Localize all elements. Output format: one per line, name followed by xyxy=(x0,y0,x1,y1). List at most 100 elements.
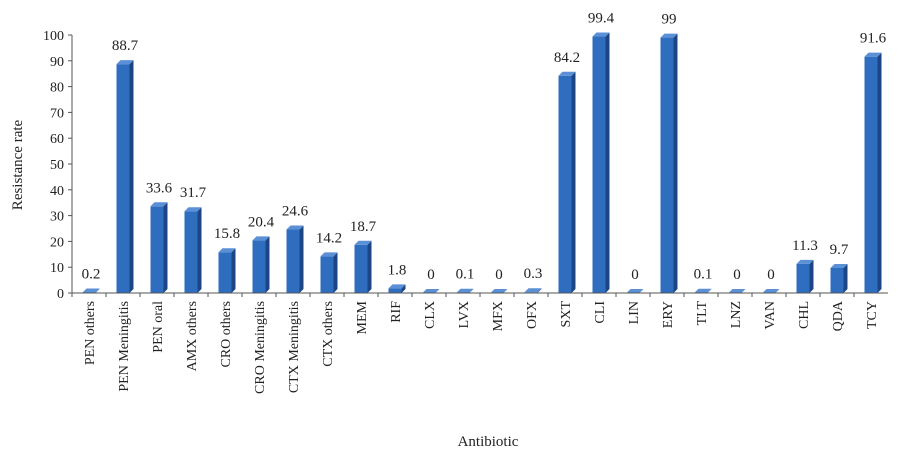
x-tick-label: OFX xyxy=(525,301,540,329)
bar xyxy=(831,264,848,293)
bar-top xyxy=(763,289,780,293)
bar-side xyxy=(300,226,304,293)
x-tick-label: AMX others xyxy=(185,301,200,371)
bar-front xyxy=(321,256,334,293)
bar-side xyxy=(198,207,202,293)
bar-front xyxy=(151,206,164,293)
bar xyxy=(525,288,542,293)
x-tick-label: CLX xyxy=(423,301,438,329)
bar xyxy=(457,289,474,293)
bar xyxy=(253,236,270,293)
x-tick-label: PEN oral xyxy=(151,301,166,353)
x-tick-label: CTX Meningitis xyxy=(287,301,302,393)
x-tick-label: CRO Meningitis xyxy=(253,301,268,394)
data-label: 0 xyxy=(733,267,741,283)
data-label: 15.8 xyxy=(214,226,240,242)
bar xyxy=(83,288,100,293)
bar-side xyxy=(164,202,168,293)
bar xyxy=(389,284,406,293)
x-tick-label: LIN xyxy=(627,301,642,324)
y-tick-label: 100 xyxy=(43,29,64,44)
bar-top xyxy=(457,289,474,293)
data-label: 9.7 xyxy=(830,242,849,258)
x-tick-label: LVX xyxy=(457,301,472,329)
bar-top xyxy=(627,289,644,293)
bar-front xyxy=(355,245,368,293)
y-tick-label: 10 xyxy=(50,261,64,276)
x-tick-label: LNZ xyxy=(729,301,744,328)
x-tick-label: CTX others xyxy=(321,301,336,367)
bar xyxy=(423,289,440,293)
data-label: 20.4 xyxy=(248,214,275,230)
x-tick-label: CHL xyxy=(797,301,812,329)
x-tick-label: QDA xyxy=(831,300,846,331)
bar-side xyxy=(844,264,848,293)
x-tick-label: TLT xyxy=(695,301,710,326)
x-tick-label: TCY xyxy=(865,301,880,329)
bar-front xyxy=(593,37,606,293)
y-tick-label: 60 xyxy=(50,132,64,147)
bar-top xyxy=(491,289,508,293)
bar-front xyxy=(559,76,572,293)
data-label: 14.2 xyxy=(316,230,342,246)
y-axis-title: Resistance rate xyxy=(10,119,26,210)
bar-side xyxy=(334,252,338,293)
bar-side xyxy=(266,236,270,293)
data-label: 0 xyxy=(767,267,775,283)
x-tick-label: SXT xyxy=(559,301,574,328)
bar-side xyxy=(878,53,882,293)
data-label: 91.6 xyxy=(860,31,887,47)
x-tick-label: VAN xyxy=(763,301,778,330)
bar xyxy=(797,260,814,293)
bar xyxy=(695,289,712,293)
bar-top xyxy=(729,289,746,293)
bar xyxy=(185,207,202,293)
bar-top xyxy=(423,289,440,293)
data-label: 0 xyxy=(427,267,435,283)
x-tick-label: MEM xyxy=(355,300,370,334)
x-tick-label: ERY xyxy=(661,301,676,328)
data-label: 88.7 xyxy=(112,38,139,54)
data-label: 0 xyxy=(631,267,639,283)
bar-front xyxy=(253,240,266,293)
y-tick-label: 50 xyxy=(50,158,64,173)
x-tick-label: PEN others xyxy=(83,301,98,365)
bar xyxy=(593,33,610,293)
bar-front xyxy=(661,38,674,293)
data-label: 1.8 xyxy=(388,262,407,278)
bar xyxy=(763,289,780,293)
data-label: 24.6 xyxy=(282,204,309,220)
data-label: 31.7 xyxy=(180,185,207,201)
bar xyxy=(219,248,236,293)
x-axis: PEN others PEN Meningitis PEN oral AMX othe… xyxy=(72,293,888,394)
data-label: 0.2 xyxy=(82,266,101,282)
y-tick-label: 20 xyxy=(50,235,64,250)
bar-front xyxy=(389,288,402,293)
bar xyxy=(151,202,168,293)
y-tick-label: 80 xyxy=(50,81,64,96)
bar xyxy=(491,289,508,293)
y-tick-label: 30 xyxy=(50,210,64,225)
x-tick-label: MFX xyxy=(491,301,506,331)
data-label: 99 xyxy=(662,12,677,28)
bars-group xyxy=(83,33,882,293)
y-tick-label: 90 xyxy=(50,55,64,70)
bar-side xyxy=(674,34,678,293)
x-tick-label: PEN Meningitis xyxy=(117,301,132,392)
bar-side xyxy=(606,33,610,293)
bar-front xyxy=(219,252,232,293)
data-label: 0.3 xyxy=(524,266,543,282)
data-label: 0 xyxy=(495,267,503,283)
y-tick-label: 40 xyxy=(50,184,64,199)
bar-side xyxy=(130,60,134,293)
bar xyxy=(865,53,882,293)
bar xyxy=(321,252,338,293)
bar-front xyxy=(185,211,198,293)
bar-top xyxy=(525,288,542,292)
bar-side xyxy=(368,241,372,293)
data-label: 11.3 xyxy=(792,238,818,254)
data-label: 0.1 xyxy=(456,267,475,283)
